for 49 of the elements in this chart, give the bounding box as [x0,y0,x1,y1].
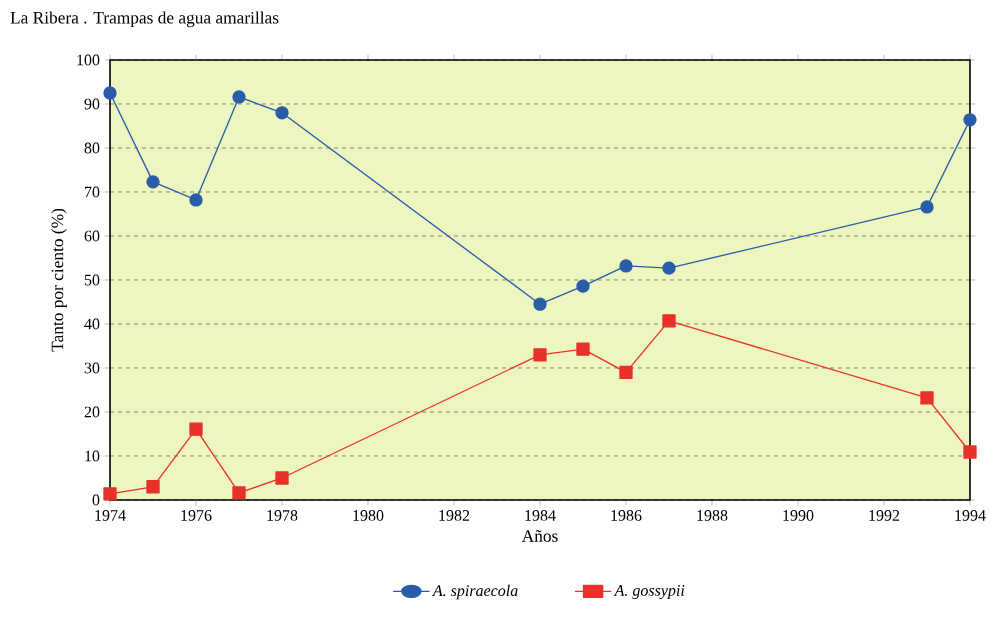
x-tick-label: 1982 [439,510,470,521]
point [662,261,676,275]
point [189,422,203,436]
y-axis-title: Tanto por ciento (%) [51,208,67,352]
x-tick-label: 1992 [869,510,900,521]
point [619,259,633,273]
y-tick-label: 100 [77,54,100,66]
y-tick-label: 0 [92,494,100,506]
x-tick-label: 1988 [697,510,728,521]
point [189,193,203,207]
y-tick-label: 30 [84,362,100,374]
chart-title: La Ribera . Trampas de agua amarillas [10,11,279,28]
point [275,106,289,120]
legend-label: A. gossypii [613,585,685,600]
y-tick-label: 10 [85,450,100,462]
point [662,314,676,328]
y-tick-label: 80 [84,142,100,154]
x-tick-label: 1984 [525,510,556,521]
x-tick-label: 1990 [783,510,814,521]
point [619,365,633,380]
point [232,486,246,500]
x-tick-label: 1980 [353,510,384,521]
point [963,445,977,459]
x-tick-label: 1994 [955,510,986,521]
y-tick-label: 50 [84,274,100,286]
y-tick-label: 60 [84,230,100,242]
point [576,279,590,293]
point [533,348,547,362]
y-tick-label: 90 [84,98,100,110]
y-tick-label: 20 [84,406,100,418]
x-tick-label: 1986 [611,510,642,521]
point [963,113,977,127]
point [146,480,160,494]
legend-label: A. spiraecola [432,584,518,600]
x-tick-label: 1976 [181,510,212,521]
x-tick-label: 1974 [95,510,126,521]
x-tick-label: 1978 [267,510,298,521]
point [920,200,934,214]
point [146,175,160,189]
point [103,487,117,501]
y-tick-label: 40 [84,318,100,330]
point [232,90,246,104]
point [275,471,289,485]
point [920,391,934,405]
point [103,86,117,100]
x-axis-title: Años [521,529,558,542]
y-tick-label: 70 [85,186,100,198]
point [533,297,547,311]
point [576,342,590,356]
